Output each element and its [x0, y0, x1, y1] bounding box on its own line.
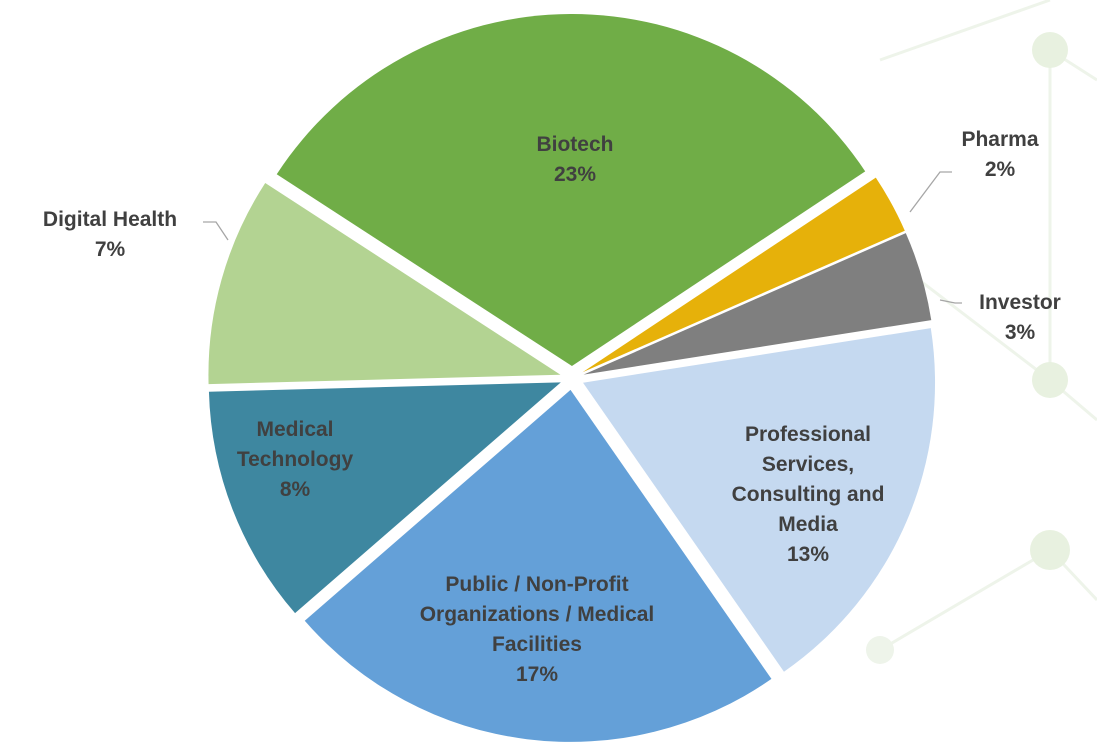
category-label: Digital Health: [42, 208, 178, 231]
value-label: 3%: [1004, 321, 1036, 344]
slice-label: Biotech 23%: [475, 130, 675, 190]
category-label: Pharma: [961, 128, 1039, 151]
value-label: 7%: [94, 238, 126, 261]
slice-label: Investor 3%: [960, 288, 1080, 348]
slice-label: Medical Technology 8%: [205, 415, 385, 505]
slice-label: Digital Health 7%: [10, 205, 210, 265]
value-label: 17%: [515, 663, 559, 686]
leader-lines: [203, 171, 962, 304]
slices: [208, 14, 936, 742]
category-label: Public / Non-Profit Organizations / Medi…: [419, 573, 655, 656]
slice-label: Professional Services, Consulting and Me…: [713, 420, 903, 570]
category-label: Professional Services, Consulting and Me…: [731, 423, 885, 536]
slice-label: Public / Non-Profit Organizations / Medi…: [417, 570, 657, 690]
background-decoration: [866, 0, 1097, 664]
pie-slice: [582, 177, 905, 373]
value-label: 8%: [279, 478, 311, 501]
value-label: 13%: [786, 543, 830, 566]
pie-slice: [276, 14, 866, 367]
value-label: 2%: [984, 158, 1016, 181]
value-label: 23%: [553, 163, 597, 186]
slice-label: Pharma 2%: [940, 125, 1060, 185]
pie-slice: [583, 233, 932, 375]
pie-slice: [583, 328, 936, 672]
category-label: Medical Technology: [236, 418, 354, 471]
category-label: Biotech: [536, 133, 614, 156]
pie-slice: [304, 389, 772, 742]
pie-slice: [208, 183, 561, 385]
category-label: Investor: [979, 291, 1061, 314]
pie-slice: [208, 382, 561, 614]
